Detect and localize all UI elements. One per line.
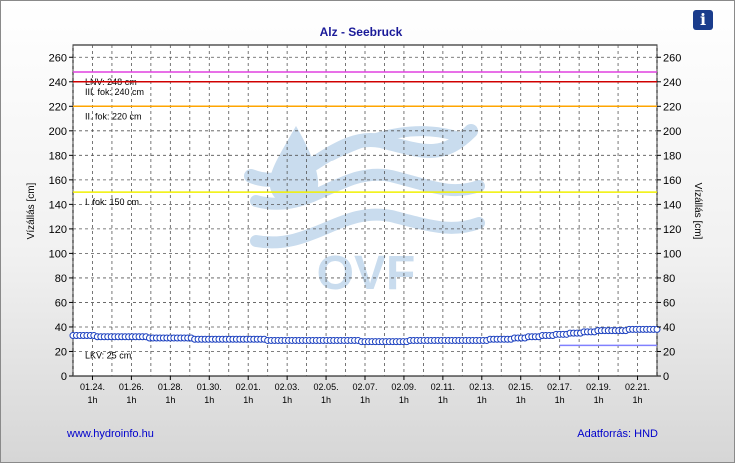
threshold-label: LKV: 25 cm [85,350,131,360]
x-tick-sublabel: 1h [438,395,448,405]
threshold-label: III. fok: 240 cm [85,87,144,97]
y-tick-label-left: 200 [49,126,67,138]
y-tick-label-left: 20 [55,346,67,358]
y-tick-label-left: 160 [49,175,67,187]
y-tick-label-right: 160 [663,175,681,187]
chart-title: Alz - Seebruck [320,25,403,39]
y-tick-label-right: 0 [663,371,669,383]
x-tick-label: 02.01. [236,382,261,392]
x-tick-sublabel: 1h [321,395,331,405]
y-tick-label-right: 20 [663,346,675,358]
y-tick-label-left: 240 [49,77,67,89]
x-tick-label: 01.28. [158,382,183,392]
y-tick-label-left: 80 [55,273,67,285]
x-tick-label: 02.15. [508,382,533,392]
y-tick-label-right: 60 [663,297,675,309]
data-point [653,325,661,333]
x-tick-sublabel: 1h [360,395,370,405]
y-tick-label-right: 80 [663,273,675,285]
threshold-label: I. fok: 150 cm [85,197,139,207]
x-tick-sublabel: 1h [555,395,565,405]
x-tick-label: 02.17. [547,382,572,392]
watermark-wave [250,168,485,210]
info-icon[interactable]: i [693,10,713,30]
x-tick-label: 02.19. [586,382,611,392]
x-tick-label: 01.24. [80,382,105,392]
x-tick-sublabel: 1h [633,395,643,405]
hydroinfo-link[interactable]: www.hydroinfo.hu [67,428,154,440]
y-tick-label-right: 200 [663,126,681,138]
x-tick-sublabel: 1h [243,395,253,405]
series-water-level [69,325,661,346]
y-axis-label-left: Vízállás [cm] [26,182,37,239]
x-tick-label: 02.03. [275,382,300,392]
y-tick-label-right: 100 [663,248,681,260]
axes: 0 0 20 20 40 40 60 60 80 80 100 100 120 120 140 140 160 1… [49,52,682,405]
y-tick-label-right: 140 [663,199,681,211]
x-tick-label: 02.13. [469,382,494,392]
y-tick-label-right: 220 [663,101,681,113]
x-tick-label: 02.07. [352,382,377,392]
y-tick-label-right: 120 [663,224,681,236]
y-tick-label-right: 240 [663,77,681,89]
x-tick-label: 02.11. [431,382,455,392]
x-tick-sublabel: 1h [399,395,409,405]
y-tick-label-left: 180 [49,150,67,162]
threshold-label: II. fok: 220 cm [85,111,142,121]
x-tick-sublabel: 1h [282,395,292,405]
y-tick-label-right: 40 [663,322,675,334]
x-tick-sublabel: 1h [477,395,487,405]
y-tick-label-left: 40 [55,322,67,334]
x-tick-label: 01.30. [197,382,222,392]
x-tick-sublabel: 1h [516,395,526,405]
y-axis-label-right: Vízállás [cm] [692,183,703,240]
grid [72,45,658,376]
watermark-drop [269,126,319,206]
ovf-watermark: OVF [244,124,485,300]
y-tick-label-right: 180 [663,150,681,162]
x-tick-label: 01.26. [119,382,144,392]
y-tick-label-left: 100 [49,248,67,260]
watermark-wave [326,126,461,161]
y-tick-label-left: 260 [49,52,67,64]
data-source-label: Adatforrás: HND [577,428,658,440]
x-tick-sublabel: 1h [204,395,214,405]
y-tick-label-left: 140 [49,199,67,211]
y-tick-label-left: 120 [49,224,67,236]
watermark-wave [250,208,485,249]
x-tick-label: 02.21. [625,382,650,392]
watermark-text: OVF [317,247,416,300]
y-tick-label-left: 0 [61,371,67,383]
x-tick-label: 02.05. [314,382,339,392]
x-tick-sublabel: 1h [126,395,136,405]
x-tick-sublabel: 1h [594,395,604,405]
y-tick-label-right: 260 [663,52,681,64]
x-tick-sublabel: 1h [87,395,97,405]
y-tick-label-left: 220 [49,101,67,113]
y-tick-label-left: 60 [55,297,67,309]
x-tick-label: 02.09. [391,382,416,392]
x-tick-sublabel: 1h [165,395,175,405]
